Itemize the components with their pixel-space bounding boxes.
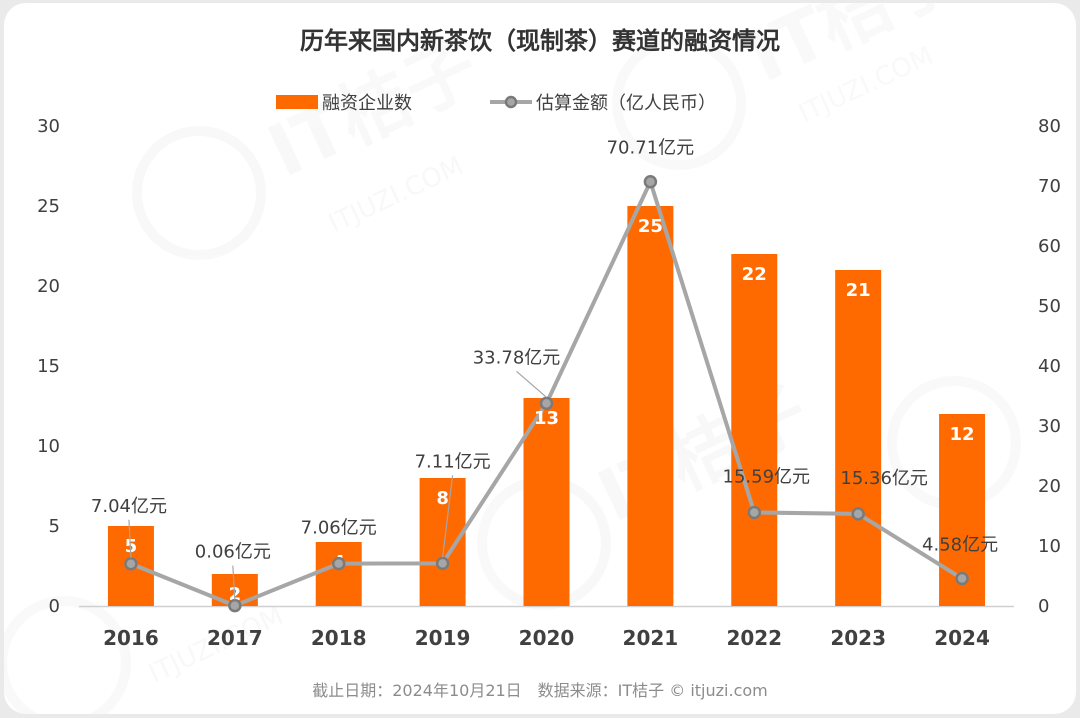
line-point [124,557,138,571]
x-tick-label: 2024 [934,626,990,650]
x-tick-label: 2021 [623,626,679,650]
bar-value-label: 21 [846,280,871,301]
y-right-tick-label: 20 [1038,476,1061,497]
chart-card: IT桔子 ITJUZI.COM IT桔子 ITJUZI.COM IT桔子 ITJUZI.C… [4,3,1076,714]
x-tick-label: 2023 [830,626,886,650]
y-right-tick-label: 0 [1038,596,1049,617]
y-left-tick-label: 30 [37,116,60,137]
bar-value-label: 22 [742,264,767,285]
bar-value-label: 12 [950,424,975,445]
y-left-tick-label: 15 [37,356,60,377]
x-tick-label: 2018 [311,626,367,650]
legend-line-marker [504,95,518,109]
line-point [539,396,554,411]
line-value-label: 15.59亿元 [723,466,811,487]
line-point [435,556,450,571]
bar [627,206,674,606]
line-point [851,507,865,521]
axes: 0 5 10 15 20 25 30 0 10 20 30 40 50 60 70 80 2016 2017 201… [37,116,1061,650]
line-value-label: 7.06亿元 [301,518,377,539]
label-leader-line [516,370,547,398]
line-value-label: 7.11亿元 [415,451,491,472]
bar-value-label: 13 [534,408,559,429]
legend-bar-swatch [276,95,318,109]
chart: IT桔子ITJUZI.COMIT桔子ITJUZI.COMIT桔子ITJUZI.C… [4,3,1061,714]
y-left-tick-label: 10 [37,436,60,457]
y-right-tick-label: 50 [1038,296,1061,317]
line-value-label: 70.71亿元 [607,138,695,159]
bar [523,398,570,606]
bar [731,254,778,606]
y-right-tick-label: 80 [1038,116,1061,137]
x-tick-label: 2020 [519,626,575,650]
label-leader-line [128,519,132,558]
line-value-label: 0.06亿元 [195,542,271,563]
line-value-label: 4.58亿元 [922,535,998,556]
legend-line-label: 估算金额（亿人民币） [536,93,716,114]
legend-bar-label: 融资企业数 [322,93,412,114]
label-leader-line [232,565,236,600]
y-right-tick-label: 60 [1038,236,1061,257]
data-labels: 524813252221127.04亿元0.06亿元7.06亿元7.11亿元33… [91,138,998,613]
line-point [955,571,969,586]
watermark-logo-ring [612,36,746,170]
x-tick-label: 2019 [415,626,471,650]
line-point [331,556,346,571]
watermark-logo-ring [132,126,266,260]
y-right-tick-label: 40 [1038,356,1061,377]
x-tick-label: 2016 [103,626,159,650]
watermark-logo-ring [4,596,131,714]
x-tick-label: 2017 [207,626,263,650]
line-value-label: 33.78亿元 [473,347,561,368]
x-tick-label: 2022 [726,626,782,650]
line-point [228,598,242,613]
line-value-label: 15.36亿元 [840,468,928,489]
y-left-tick-label: 25 [37,196,60,217]
legend: 融资企业数 估算金额（亿人民币） [276,93,716,114]
chart-title: 历年来国内新茶饮（现制茶）赛道的融资情况 [300,27,780,55]
bar-value-label: 8 [436,488,449,509]
label-leader-line [442,475,454,558]
bars [107,206,986,606]
line-value-label: 7.04亿元 [91,496,167,517]
y-right-tick-label: 10 [1038,536,1061,557]
bar [835,270,882,606]
y-left-tick-label: 5 [49,516,60,537]
y-right-tick-label: 30 [1038,416,1061,437]
line-point [747,505,762,520]
bar-value-label: 25 [638,216,663,237]
footer-note: 截止日期：2024年10月21日 数据来源：IT桔子 © itjuzi.com [312,681,768,700]
y-left-tick-label: 0 [49,596,60,617]
bar [315,542,362,606]
y-right-tick-label: 70 [1038,176,1061,197]
line-point [643,174,658,189]
y-left-tick-label: 20 [37,276,60,297]
